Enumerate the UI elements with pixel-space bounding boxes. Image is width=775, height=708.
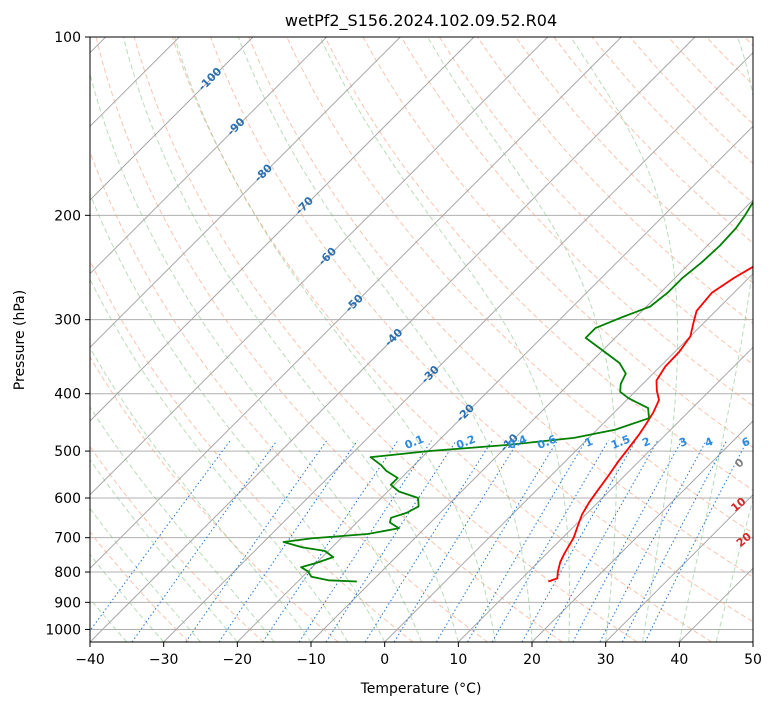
moist-adiabat [122, 37, 459, 642]
mixing-ratio-lines [90, 440, 748, 642]
moist-adiabat [319, 37, 571, 642]
plot-frame [89, 36, 754, 643]
dry-adiabat [90, 259, 414, 642]
x-axis-ticks: −40 −30 −20 −10 0 10 20 30 40 50 [75, 642, 762, 668]
mixing-ratio-label: 2 [640, 435, 652, 450]
isotherm-line [90, 37, 254, 201]
dry-adiabat [133, 37, 638, 642]
y-tick-label: 900 [54, 595, 81, 611]
dry-adiabat [400, 37, 753, 407]
x-tick-label: 30 [597, 652, 615, 668]
moist-adiabat-label: 20 [734, 530, 754, 550]
y-tick-label: 400 [54, 387, 81, 403]
moist-adiabat [90, 192, 386, 642]
mixing-ratio-line [325, 440, 457, 642]
isotherm-line [531, 420, 753, 642]
isotherm-line [605, 493, 753, 642]
dry-adiabat [210, 37, 753, 623]
moist-adiabats [90, 37, 753, 642]
isotherm-line [90, 37, 328, 275]
x-tick-label: −40 [75, 652, 105, 668]
dry-adiabat [286, 37, 753, 534]
moist-adiabat [678, 37, 753, 642]
dry-adiabats [90, 37, 753, 642]
mixing-ratio-line [131, 440, 278, 642]
y-tick-label: 200 [54, 208, 81, 224]
y-tick-label: 1000 [45, 622, 81, 638]
mixing-ratio-line [90, 440, 231, 632]
moist-adiabat [90, 458, 238, 642]
isotherm-line [457, 346, 753, 642]
isotherm-line [90, 37, 696, 642]
x-tick-label: 20 [523, 652, 541, 668]
y-tick-label: 500 [54, 444, 81, 460]
moist-adiabat [90, 406, 275, 642]
dry-adiabat [171, 37, 712, 642]
y-tick-label: 100 [54, 30, 81, 46]
dry-adiabat [95, 37, 563, 642]
mixing-ratio-line [298, 440, 432, 642]
moist-adiabat [715, 497, 753, 642]
mixing-ratio-line [185, 440, 328, 642]
x-tick-label: −20 [223, 652, 253, 668]
y-axis-ticks: 1000 900 800 700 600 500 400 300 200 100 [45, 30, 90, 638]
moist-adiabat [90, 278, 349, 642]
moist-adiabat-label: 30 [751, 557, 771, 577]
mixing-ratio-label: 1 [583, 435, 595, 450]
mixing-ratio-line [521, 440, 637, 642]
y-axis-label: Pressure (hPa) [12, 290, 28, 390]
chart-title: wetPf2_S156.2024.102.09.52.R04 [285, 11, 557, 31]
dry-adiabat [248, 37, 753, 578]
x-tick-label: 0 [380, 652, 389, 668]
isotherm-line [163, 51, 753, 642]
x-tick-label: −10 [296, 652, 326, 668]
dry-adiabat [477, 37, 753, 325]
isotherms [90, 37, 753, 642]
isotherm-line [90, 37, 401, 349]
sounding-profiles [282, 200, 753, 583]
y-tick-label: 600 [54, 491, 81, 507]
x-axis-label: Temperature (°C) [360, 681, 482, 697]
moist-adiabat [570, 37, 679, 642]
isotherm-line [90, 37, 475, 422]
mixing-ratio-line [491, 440, 609, 642]
x-tick-label: −30 [149, 652, 179, 668]
x-tick-label: 50 [744, 652, 762, 668]
moist-adiabat [426, 37, 617, 642]
x-tick-label: 40 [670, 652, 688, 668]
dry-adiabat [553, 37, 753, 244]
moist-adiabat [173, 37, 496, 642]
isotherm-line [236, 125, 753, 642]
mixing-ratio-line [435, 440, 558, 642]
isotherm-line [90, 37, 622, 570]
y-tick-label: 300 [54, 313, 81, 329]
mixing-ratio-line [364, 440, 493, 642]
mixing-ratio-label: 3 [677, 435, 689, 450]
x-tick-label: 10 [449, 652, 467, 668]
y-tick-label: 700 [54, 531, 81, 547]
dewpoint-profile-line [282, 200, 753, 583]
isotherm-line [310, 199, 753, 642]
y-tick-label: 800 [54, 565, 81, 581]
dry-adiabat [324, 37, 753, 491]
dry-adiabat [591, 37, 753, 204]
dry-adiabat [90, 150, 488, 642]
mixing-ratio-line [393, 440, 520, 642]
mixing-ratio-line [572, 440, 683, 642]
isotherm-line [90, 37, 549, 496]
mixing-ratio-line [545, 440, 659, 642]
mixing-ratio-line [467, 440, 587, 642]
mixing-ratio-line [262, 440, 399, 642]
dry-adiabat [90, 531, 190, 642]
plot-area: -100-90-80-70-60-50-40-30-20-100.1 0.2 0.4… [90, 37, 771, 642]
temperature-profile-line [548, 265, 753, 583]
dry-adiabat [438, 37, 753, 365]
mixing-ratio-line [644, 440, 748, 642]
